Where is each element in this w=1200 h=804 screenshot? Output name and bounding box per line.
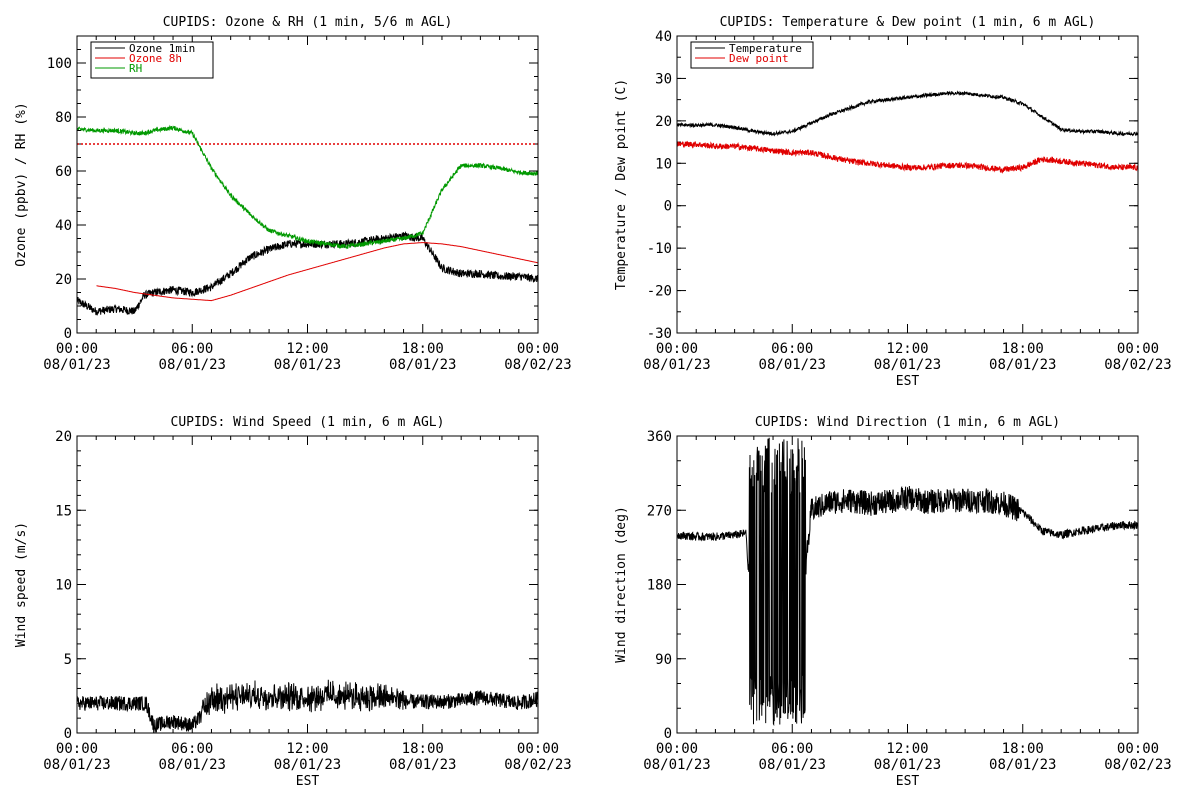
y-tick-label: 360 bbox=[647, 429, 672, 445]
x-tick-date-label: 08/01/23 bbox=[643, 357, 710, 373]
x-tick-label: 00:00 bbox=[517, 341, 559, 357]
legend-box bbox=[690, 41, 814, 69]
series-line-2 bbox=[77, 124, 538, 250]
chart-title: CUPIDS: Ozone & RH (1 min, 5/6 m AGL) bbox=[163, 15, 453, 30]
y-tick-label: 10 bbox=[655, 156, 672, 172]
chart-panel-0: CUPIDS: Ozone & RH (1 min, 5/6 m AGL) Ozo… bbox=[14, 15, 572, 373]
x-tick-label: 06:00 bbox=[171, 341, 213, 357]
x-tick-date-label: 08/01/23 bbox=[989, 757, 1056, 773]
y-tick-label: 80 bbox=[55, 110, 72, 126]
x-tick-date-label: 08/01/23 bbox=[389, 757, 456, 773]
x-tick-label: 18:00 bbox=[402, 741, 444, 757]
series-line-1 bbox=[677, 140, 1138, 174]
series-line-0 bbox=[677, 90, 1138, 137]
y-tick-label: 15 bbox=[55, 503, 72, 519]
y-tick-label: 20 bbox=[655, 114, 672, 130]
x-tick-date-label: 08/01/23 bbox=[643, 757, 710, 773]
x-tick-label: 12:00 bbox=[886, 341, 928, 357]
x-tick-label: 12:00 bbox=[286, 741, 328, 757]
x-tick-date-label: 08/01/23 bbox=[759, 757, 826, 773]
x-tick-label: 00:00 bbox=[656, 741, 698, 757]
y-tick-label: 100 bbox=[47, 56, 72, 72]
y-tick-label: 270 bbox=[647, 503, 672, 519]
y-axis-label: Ozone (ppbv) / RH (%) bbox=[14, 102, 29, 266]
y-axis-label: Temperature / Dew point (C) bbox=[614, 79, 629, 290]
x-tick-label: 00:00 bbox=[56, 341, 98, 357]
y-tick-label: -10 bbox=[647, 241, 672, 257]
y-tick-label: 5 bbox=[64, 652, 72, 668]
series-line-0 bbox=[77, 231, 538, 316]
x-axis-label: EST bbox=[896, 374, 920, 389]
x-tick-label: 00:00 bbox=[1117, 341, 1159, 357]
legend-label: Dew point bbox=[729, 52, 789, 65]
chart-panel-3: CUPIDS: Wind Direction (1 min, 6 m AGL) W… bbox=[614, 415, 1172, 789]
x-tick-date-label: 08/01/23 bbox=[874, 757, 941, 773]
x-tick-date-label: 08/01/23 bbox=[159, 357, 226, 373]
x-tick-label: 06:00 bbox=[171, 741, 213, 757]
plot-frame bbox=[76, 35, 539, 334]
y-tick-label: 0 bbox=[664, 199, 672, 215]
x-tick-date-label: 08/02/23 bbox=[1104, 757, 1171, 773]
x-axis-label: EST bbox=[896, 774, 920, 789]
y-tick-label: 0 bbox=[64, 326, 72, 342]
x-tick-date-label: 08/02/23 bbox=[504, 357, 571, 373]
x-tick-label: 18:00 bbox=[1002, 341, 1044, 357]
y-tick-label: 90 bbox=[655, 652, 672, 668]
chart-title: CUPIDS: Wind Speed (1 min, 6 m AGL) bbox=[171, 415, 445, 430]
chart-panel-2: CUPIDS: Wind Speed (1 min, 6 m AGL) Wind … bbox=[14, 415, 572, 789]
y-tick-label: 60 bbox=[55, 164, 72, 180]
x-tick-label: 00:00 bbox=[656, 341, 698, 357]
legend-label: Ozone 1min bbox=[129, 42, 195, 55]
y-tick-label: 20 bbox=[55, 429, 72, 445]
x-tick-label: 00:00 bbox=[1117, 741, 1159, 757]
y-tick-label: 40 bbox=[55, 218, 72, 234]
x-tick-date-label: 08/01/23 bbox=[989, 357, 1056, 373]
chart-title: CUPIDS: Wind Direction (1 min, 6 m AGL) bbox=[755, 415, 1060, 430]
x-tick-date-label: 08/01/23 bbox=[389, 357, 456, 373]
x-tick-date-label: 08/02/23 bbox=[1104, 357, 1171, 373]
x-tick-date-label: 08/01/23 bbox=[274, 757, 341, 773]
x-tick-label: 06:00 bbox=[771, 741, 813, 757]
y-tick-label: 180 bbox=[647, 578, 672, 594]
y-tick-label: 10 bbox=[55, 578, 72, 594]
y-tick-label: 30 bbox=[655, 71, 672, 87]
x-tick-label: 18:00 bbox=[1002, 741, 1044, 757]
x-tick-label: 00:00 bbox=[56, 741, 98, 757]
chart-title: CUPIDS: Temperature & Dew point (1 min, … bbox=[720, 15, 1096, 30]
plot-frame bbox=[676, 435, 1139, 734]
x-tick-label: 06:00 bbox=[771, 341, 813, 357]
plot-frame bbox=[76, 435, 539, 734]
x-axis-label: EST bbox=[296, 774, 320, 789]
x-tick-date-label: 08/01/23 bbox=[874, 357, 941, 373]
x-tick-label: 00:00 bbox=[517, 741, 559, 757]
x-tick-date-label: 08/01/23 bbox=[43, 357, 110, 373]
legend-label: RH bbox=[129, 62, 142, 75]
plot-frame bbox=[676, 35, 1139, 334]
x-tick-date-label: 08/01/23 bbox=[274, 357, 341, 373]
x-tick-label: 18:00 bbox=[402, 341, 444, 357]
chart-panel-1: CUPIDS: Temperature & Dew point (1 min, … bbox=[614, 15, 1172, 389]
y-tick-label: 0 bbox=[64, 726, 72, 742]
legend-label: Temperature bbox=[729, 42, 802, 55]
y-tick-label: 20 bbox=[55, 272, 72, 288]
y-axis-label: Wind direction (deg) bbox=[614, 506, 629, 663]
legend-label: Ozone 8h bbox=[129, 52, 182, 65]
series-line-1 bbox=[96, 242, 538, 302]
x-tick-label: 12:00 bbox=[286, 341, 328, 357]
x-tick-date-label: 08/01/23 bbox=[159, 757, 226, 773]
y-tick-label: -30 bbox=[647, 326, 672, 342]
y-tick-label: 40 bbox=[655, 29, 672, 45]
y-axis-label: Wind speed (m/s) bbox=[14, 522, 29, 647]
x-tick-date-label: 08/02/23 bbox=[504, 757, 571, 773]
series-line-0 bbox=[677, 437, 1138, 727]
y-tick-label: -20 bbox=[647, 284, 672, 300]
x-tick-date-label: 08/01/23 bbox=[759, 357, 826, 373]
y-tick-label: 0 bbox=[664, 726, 672, 742]
x-tick-label: 12:00 bbox=[886, 741, 928, 757]
x-tick-date-label: 08/01/23 bbox=[43, 757, 110, 773]
